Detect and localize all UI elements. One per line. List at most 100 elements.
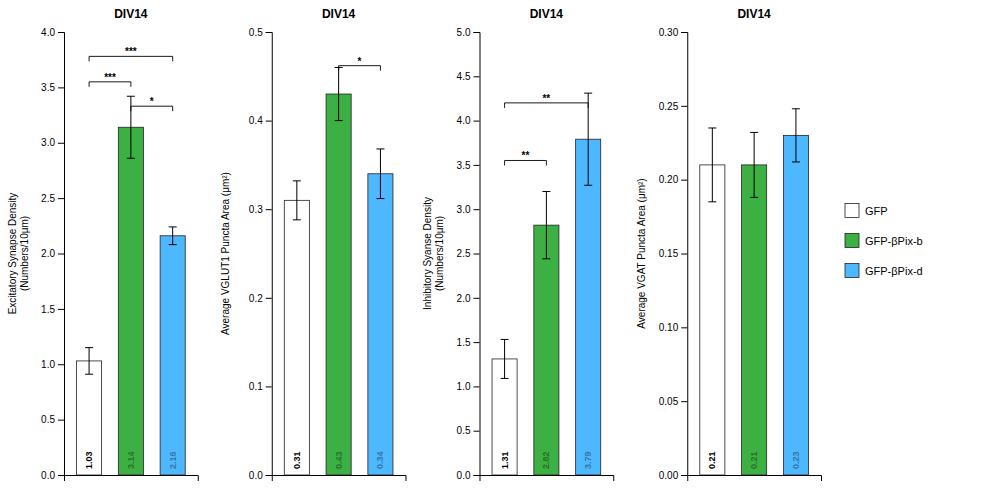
y-tick: 0.05 xyxy=(659,396,687,407)
y-tick: 0.30 xyxy=(659,27,687,38)
y-axis-line xyxy=(474,33,481,476)
y-tick: 0.1 xyxy=(249,381,272,392)
y-tick-label: 3.5 xyxy=(457,160,471,171)
y-tick-label: 0.20 xyxy=(659,174,679,185)
error-bar xyxy=(169,227,177,245)
chart-title: DIV14 xyxy=(322,7,356,21)
y-axis-title: Average VGLUT1 Puncta Area (μm²) xyxy=(220,172,231,335)
x-axis xyxy=(480,476,614,482)
y-tick: 1.5 xyxy=(457,337,480,348)
y-tick-label: 2.5 xyxy=(457,248,471,259)
y-tick: 3.0 xyxy=(41,137,64,148)
y-tick-label: 0.3 xyxy=(249,204,263,215)
error-bar xyxy=(792,109,800,162)
error-bar xyxy=(293,181,301,220)
bar xyxy=(783,135,808,475)
y-tick-label: 1.5 xyxy=(457,337,471,348)
y-tick-label: 1.0 xyxy=(41,359,55,370)
y-tick-mark xyxy=(58,309,64,310)
y-tick-mark xyxy=(266,121,272,122)
marks xyxy=(492,93,601,475)
legend-swatch xyxy=(845,204,859,218)
y-tick-mark xyxy=(474,254,480,255)
error-bar xyxy=(376,149,384,199)
y-tick: 1.5 xyxy=(41,304,64,315)
data-label: 0.23 xyxy=(791,451,801,469)
x-axis-line xyxy=(65,476,199,482)
y-axis-title: Excitatory Synapse Density(Numbers/10μm) xyxy=(7,193,30,315)
y-tick: 0.5 xyxy=(249,27,272,38)
bar-chart: 0.00.10.20.30.40.50.310.430.34*DIV14Aver… xyxy=(220,7,406,481)
y-tick-label: 0.0 xyxy=(249,470,263,481)
legend: GFPGFP-βPix-bGFP-βPix-d xyxy=(845,204,923,278)
y-tick-label: 0.5 xyxy=(457,425,471,436)
significance-label: * xyxy=(358,56,362,67)
y-axis-title: Average VGAT Puncta Area (μm²) xyxy=(636,178,647,328)
y-tick: 4.0 xyxy=(457,115,480,126)
bar xyxy=(326,94,351,475)
y-axis-line xyxy=(681,33,688,476)
data-label: 2.82 xyxy=(541,451,551,469)
legend-item: GFP-βPix-b xyxy=(845,234,923,248)
x-axis-line xyxy=(480,476,614,482)
y-tick-label: 0.10 xyxy=(659,322,679,333)
bar xyxy=(576,139,601,475)
y-axis-title: Inhibitory Syanse Density(Numbers/10μm) xyxy=(422,197,445,310)
error-bar xyxy=(750,132,758,197)
significance-label: ** xyxy=(522,150,530,161)
y-axis: 0.00 0.05 0.10 0.15 0.20 0.25 0.30 xyxy=(659,27,688,481)
error-bar xyxy=(708,128,716,202)
y-tick-mark xyxy=(681,475,687,476)
bar xyxy=(368,174,393,475)
y-tick-mark xyxy=(266,209,272,210)
y-tick: 3.5 xyxy=(457,160,480,171)
data-label: 2.16 xyxy=(168,451,178,469)
y-tick-mark xyxy=(681,106,687,107)
y-tick-label: 0.00 xyxy=(659,470,679,481)
y-axis: 0.00.10.20.30.40.5 xyxy=(249,27,272,481)
y-tick-mark xyxy=(474,475,480,476)
y-tick: 0.0 xyxy=(41,470,64,481)
marks xyxy=(284,67,393,475)
y-axis-line xyxy=(266,33,273,476)
error-bar xyxy=(85,348,93,375)
y-tick: 2.5 xyxy=(457,248,480,259)
bar xyxy=(118,127,143,475)
y-tick-mark xyxy=(58,364,64,365)
y-tick-mark xyxy=(58,32,64,33)
y-axis: 0.00.51.01.52.02.53.03.54.04.55.0 xyxy=(457,27,480,481)
bar xyxy=(534,225,559,475)
y-tick-mark xyxy=(266,298,272,299)
y-tick-mark xyxy=(474,298,480,299)
y-tick-mark xyxy=(681,254,687,255)
y-tick-mark xyxy=(681,401,687,402)
chart-title: DIV14 xyxy=(530,7,564,21)
y-tick-label: 0.4 xyxy=(249,115,263,126)
y-tick-mark xyxy=(474,121,480,122)
y-tick-mark xyxy=(474,209,480,210)
y-tick-label: 4.0 xyxy=(457,115,471,126)
bar xyxy=(160,236,185,475)
y-tick-label: 0.5 xyxy=(41,414,55,425)
error-bar xyxy=(127,96,135,158)
y-tick-mark xyxy=(474,76,480,77)
y-tick: 1.0 xyxy=(457,381,480,392)
legend-label: GFP xyxy=(865,205,888,217)
y-tick-mark xyxy=(681,32,687,33)
y-tick-mark xyxy=(474,165,480,166)
y-tick-label: 3.0 xyxy=(457,204,471,215)
y-tick: 2.0 xyxy=(457,293,480,304)
data-label: 0.43 xyxy=(334,451,344,469)
y-tick: 0.5 xyxy=(457,425,480,436)
y-tick: 1.0 xyxy=(41,359,64,370)
y-tick-mark xyxy=(58,475,64,476)
y-tick-label: 2.5 xyxy=(41,193,55,204)
y-tick: 2.5 xyxy=(41,193,64,204)
y-tick-mark xyxy=(58,254,64,255)
x-axis-line xyxy=(272,476,406,482)
y-tick-label: 0.15 xyxy=(659,248,679,259)
y-tick: 0.25 xyxy=(659,101,687,112)
legend-swatch xyxy=(845,234,859,248)
y-tick-label: 4.5 xyxy=(457,71,471,82)
y-axis: 0.00.51.01.52.02.53.03.54.0 xyxy=(41,27,64,481)
